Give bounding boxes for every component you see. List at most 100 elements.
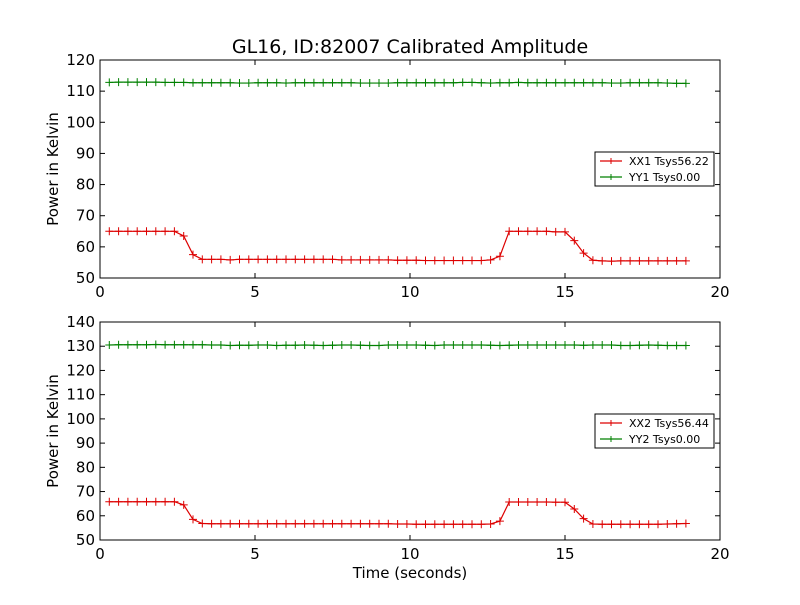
data-point-marker xyxy=(151,340,160,349)
data-point-marker xyxy=(272,341,281,350)
x-tick-label: 20 xyxy=(710,283,729,301)
data-point-marker xyxy=(319,519,328,528)
x-tick-label: 5 xyxy=(250,545,260,563)
data-point-marker xyxy=(170,497,179,506)
data-point-marker xyxy=(495,78,504,87)
data-point-marker xyxy=(542,227,551,236)
x-tick-label: 15 xyxy=(555,545,574,563)
data-point-marker xyxy=(272,255,281,264)
data-point-marker xyxy=(412,520,421,529)
data-point-marker xyxy=(356,341,365,350)
data-point-marker xyxy=(635,78,644,87)
data-point-marker xyxy=(365,519,374,528)
legend-marker xyxy=(608,420,614,426)
data-point-marker xyxy=(356,79,365,88)
data-point-marker xyxy=(654,256,662,265)
data-point-marker xyxy=(672,256,681,265)
data-point-marker xyxy=(430,341,439,350)
data-point-marker xyxy=(337,78,346,87)
series-1 xyxy=(105,497,690,529)
data-point-marker xyxy=(402,256,411,265)
data-point-marker xyxy=(254,341,263,350)
data-point-marker xyxy=(644,520,653,529)
data-point-marker xyxy=(189,78,197,87)
data-point-marker xyxy=(449,520,458,529)
data-point-marker xyxy=(105,227,114,236)
data-point-marker xyxy=(384,79,393,88)
data-point-marker xyxy=(458,78,467,87)
data-point-marker xyxy=(337,341,346,350)
data-point-marker xyxy=(114,497,123,506)
data-point-marker xyxy=(263,255,272,264)
data-point-marker xyxy=(551,498,560,507)
data-point-marker xyxy=(347,341,356,350)
data-point-marker xyxy=(616,341,625,350)
data-point-marker xyxy=(328,78,337,87)
y-tick-label: 120 xyxy=(66,361,95,379)
x-tick-label: 15 xyxy=(555,283,574,301)
legend-entry-label: YY1 Tsys0.00 xyxy=(628,171,700,184)
data-point-marker xyxy=(440,256,449,265)
data-point-marker xyxy=(412,341,421,350)
data-point-marker xyxy=(598,78,607,87)
data-point-marker xyxy=(309,341,318,350)
data-point-marker xyxy=(105,341,114,350)
data-point-marker xyxy=(672,341,681,350)
data-point-marker xyxy=(170,340,179,349)
data-point-marker xyxy=(291,341,300,350)
data-point-marker xyxy=(505,341,514,350)
data-point-marker xyxy=(449,78,458,87)
data-point-marker xyxy=(402,78,411,87)
data-point-marker xyxy=(477,520,486,529)
data-point-marker xyxy=(226,255,235,264)
data-point-marker xyxy=(393,341,402,350)
data-point-marker xyxy=(570,78,579,87)
data-point-marker xyxy=(300,78,309,87)
data-point-marker xyxy=(365,341,374,350)
data-point-marker xyxy=(244,341,253,350)
data-point-marker xyxy=(151,78,160,87)
data-point-marker xyxy=(635,256,644,265)
data-point-marker xyxy=(161,78,170,87)
legend-entry-label: YY2 Tsys0.00 xyxy=(628,433,700,446)
data-point-marker xyxy=(542,341,551,350)
data-point-marker xyxy=(133,340,142,349)
data-point-marker xyxy=(486,79,495,88)
legend-box xyxy=(594,151,715,187)
data-point-marker xyxy=(291,519,300,528)
data-point-marker xyxy=(123,78,132,87)
data-point-marker xyxy=(598,520,607,529)
legend-entry-label: XX2 Tsys56.44 xyxy=(629,417,709,430)
data-point-marker xyxy=(272,78,281,87)
data-point-marker xyxy=(523,341,532,350)
data-point-marker xyxy=(402,520,411,529)
data-point-marker xyxy=(142,340,151,349)
data-point-marker xyxy=(663,256,672,265)
data-point-marker xyxy=(263,78,272,87)
data-point-marker xyxy=(282,341,290,350)
data-point-marker xyxy=(179,340,188,349)
data-point-marker xyxy=(375,255,383,264)
data-point-marker xyxy=(579,249,588,258)
data-point-marker xyxy=(421,341,430,350)
data-point-marker xyxy=(244,79,253,88)
data-point-marker xyxy=(123,340,132,349)
y-tick-label: 60 xyxy=(76,507,95,525)
data-point-marker xyxy=(579,514,588,523)
data-point-marker xyxy=(133,78,142,87)
data-point-marker xyxy=(291,78,300,87)
data-point-marker xyxy=(216,255,225,264)
data-point-marker xyxy=(151,497,160,506)
data-point-marker xyxy=(644,78,653,87)
data-point-marker xyxy=(282,519,290,528)
data-point-marker xyxy=(654,341,662,350)
data-point-marker xyxy=(663,341,672,350)
y-tick-label: 110 xyxy=(66,82,95,100)
data-point-marker xyxy=(123,497,132,506)
data-point-marker xyxy=(263,341,272,350)
y-axis-label: Power in Kelvin xyxy=(44,374,62,488)
y-tick-label: 80 xyxy=(76,176,95,194)
data-point-marker xyxy=(319,341,328,350)
data-point-marker xyxy=(105,497,114,506)
